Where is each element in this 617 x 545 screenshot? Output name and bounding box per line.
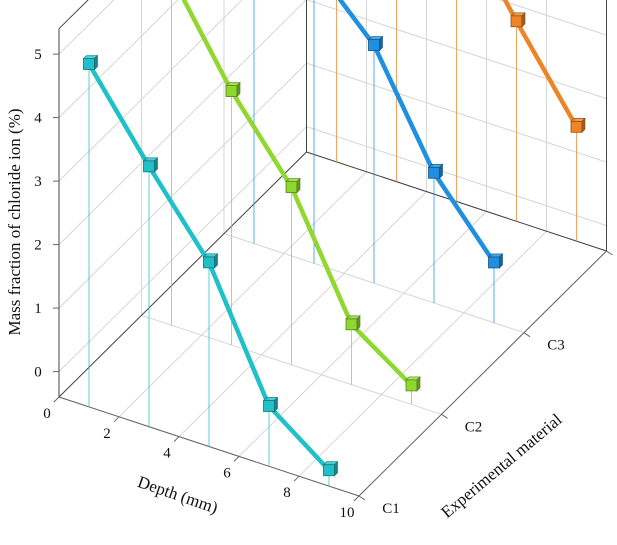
- cube-face: [203, 256, 215, 269]
- data-point: [345, 315, 361, 331]
- data-point: [487, 253, 504, 269]
- x-tick-label: 10: [340, 505, 355, 521]
- grid-line: [58, 62, 307, 309]
- series-line-c4: [502, 0, 579, 130]
- cube-face: [570, 120, 583, 133]
- grid-line: [58, 0, 115, 55]
- drop-lines: [88, 0, 577, 487]
- grid-line: [498, 0, 607, 36]
- y-tick-label: C1: [382, 501, 400, 517]
- cube-face: [345, 318, 358, 331]
- cube-side: [499, 253, 503, 269]
- cube-side: [416, 376, 421, 392]
- cube-side: [236, 81, 241, 98]
- frame-edge: [58, 151, 307, 398]
- cube-face: [285, 181, 298, 193]
- data-point: [510, 12, 526, 28]
- cube-face: [83, 58, 95, 70]
- frame-edge: [358, 250, 607, 497]
- data-point: [202, 253, 219, 269]
- y-tick-mark: [523, 332, 531, 338]
- grid-line: [58, 0, 307, 245]
- z-axis-label: Mass fraction of chloride ion (%): [5, 108, 24, 335]
- y-tick-mark: [358, 495, 366, 501]
- tick-labels: 0246810C1C2C3C4012345: [34, 47, 565, 521]
- grid-line: [118, 171, 367, 418]
- cube-face: [428, 166, 440, 179]
- x-tick-label: 6: [223, 465, 231, 481]
- grid-line: [58, 0, 243, 182]
- z-tick-label: 4: [34, 111, 42, 127]
- y-tick-label: C2: [465, 419, 483, 435]
- x-axis-label: Depth (mm): [135, 472, 220, 517]
- x-tick-label: 0: [43, 406, 51, 422]
- x-tick-mark: [293, 475, 300, 482]
- y-tick-mark: [441, 413, 448, 419]
- grid: [58, 0, 607, 497]
- x-tick-label: 4: [163, 446, 171, 462]
- cube-side: [439, 163, 443, 180]
- x-tick-mark: [353, 495, 360, 502]
- cube-face: [323, 464, 335, 477]
- grid-line: [178, 191, 427, 437]
- series-lines: [86, 0, 579, 473]
- cube-side: [296, 177, 301, 194]
- x-tick-mark: [233, 456, 240, 462]
- data-point: [427, 163, 444, 180]
- z-tick-label: 0: [34, 365, 42, 381]
- cube-side: [214, 253, 218, 269]
- axes-frame: [53, 0, 613, 502]
- cube-side: [154, 157, 158, 173]
- cube-face: [488, 256, 500, 269]
- data-point: [367, 35, 384, 52]
- z-tick-label: 3: [34, 174, 42, 190]
- x-tick-mark: [53, 396, 60, 403]
- cube-side: [521, 12, 526, 28]
- data-point: [262, 396, 279, 413]
- cube-side: [94, 54, 98, 71]
- data-point: [405, 376, 421, 392]
- x-tick-label: 8: [283, 485, 291, 501]
- grid-line: [58, 0, 179, 118]
- z-tick-label: 2: [34, 238, 42, 254]
- cube-face: [143, 160, 155, 173]
- y-tick-label: C3: [547, 338, 565, 354]
- data-point: [322, 461, 339, 477]
- grid-line: [58, 126, 307, 372]
- x-tick-label: 2: [103, 426, 111, 442]
- x-tick-mark: [113, 416, 120, 423]
- z-tick-label: 5: [34, 47, 42, 63]
- y-axis-label: Experimental material: [437, 410, 565, 522]
- cube-face: [368, 39, 380, 51]
- data-point: [225, 81, 241, 98]
- cube-side: [581, 117, 586, 134]
- grid-line: [298, 230, 547, 477]
- data-point: [285, 177, 301, 194]
- cube-face: [225, 85, 238, 97]
- data-point: [142, 157, 159, 173]
- x-tick-mark: [173, 436, 180, 442]
- cube-face: [263, 400, 275, 412]
- data-point: [570, 117, 586, 134]
- cube-side: [334, 461, 338, 477]
- cube-face: [510, 15, 523, 28]
- data-markers: [82, 12, 586, 477]
- cube-side: [274, 396, 278, 413]
- cube-side: [356, 315, 361, 331]
- z-tick-label: 1: [34, 301, 42, 317]
- data-point: [82, 54, 99, 71]
- frame-edge: [58, 0, 89, 30]
- cube-face: [405, 379, 418, 392]
- y-tick-mark: [606, 250, 613, 256]
- cube-side: [379, 35, 383, 52]
